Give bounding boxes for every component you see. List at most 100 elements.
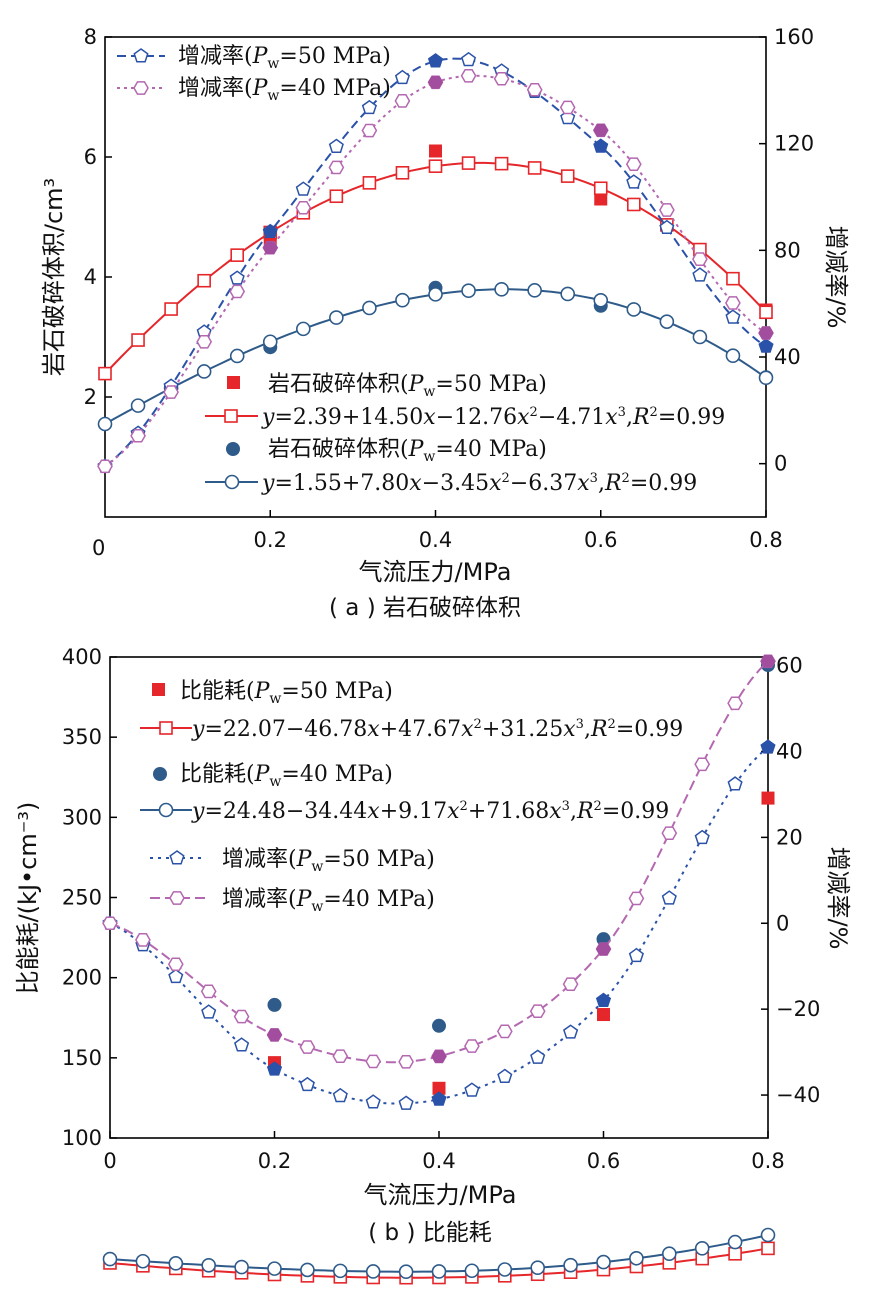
- rate-marker-40: [562, 977, 579, 991]
- rate-marker-40: [526, 82, 543, 97]
- fit-marker-40: [563, 1257, 578, 1273]
- legend-b-rate40: 增减率(Pw=40 MPa): [222, 887, 435, 915]
- fit-marker-40: [395, 292, 410, 308]
- rate-marker-40: [725, 296, 741, 310]
- rate-marker-40: [365, 1054, 382, 1069]
- rate-marker-40: [529, 1004, 546, 1018]
- y-tick-label: 100: [62, 1126, 102, 1150]
- fit-marker-50: [230, 248, 244, 262]
- legend-a-rate40: 增减率(Pw=40 MPa): [178, 76, 391, 104]
- data-point-40: [267, 997, 282, 1012]
- fit-marker-40: [332, 1263, 348, 1279]
- rate-marker-50: [727, 776, 743, 791]
- chart-b-y2label: 增减率/%: [824, 847, 852, 950]
- legend-a-fit40-marker: [224, 474, 240, 490]
- x-tick-label: 0.8: [751, 1149, 784, 1173]
- fit-marker-40: [267, 1261, 282, 1276]
- y-tick-label: 2: [84, 385, 97, 409]
- fit-marker-40: [596, 1254, 611, 1270]
- rate-marker-50: [299, 1076, 315, 1092]
- rate-marker-50: [497, 1068, 513, 1083]
- rate-point-40: [267, 1028, 282, 1042]
- y-tick-label: 350: [62, 725, 102, 749]
- fit-marker-40: [530, 1260, 546, 1275]
- chart-a-legend-top: 增减率(Pw=50 MPa) 增减率(Pw=40 MPa): [117, 44, 391, 104]
- rate-marker-50: [563, 1024, 579, 1039]
- legend-b-se50-marker: [152, 683, 165, 696]
- rate-marker-40: [196, 334, 213, 349]
- rate-marker-50: [464, 1082, 480, 1097]
- legend-marker-rate50: [133, 48, 149, 63]
- fit-marker-50: [461, 156, 476, 170]
- rate-point-40: [758, 326, 774, 340]
- rate-marker-40: [135, 933, 151, 947]
- fit-marker-40: [692, 329, 708, 345]
- rate-point-50: [267, 1061, 282, 1076]
- data-point-50: [761, 791, 775, 805]
- legend-b-se40: 比能耗(Pw=40 MPa): [180, 762, 393, 790]
- rate-point-50: [428, 53, 443, 68]
- rate-marker-50: [234, 1037, 250, 1052]
- rate-point-50: [431, 1091, 447, 1106]
- fit-marker-40: [229, 348, 245, 364]
- fit-marker-40: [593, 292, 609, 308]
- rate-marker-50: [295, 181, 311, 196]
- legend-a-rate50-pre: 增减率(: [178, 44, 253, 69]
- rate-marker-40: [295, 200, 312, 215]
- fit-marker-50: [626, 197, 641, 212]
- rate-marker-40: [167, 957, 184, 972]
- rate-marker-40: [394, 94, 411, 108]
- rate-marker-50: [530, 1049, 546, 1064]
- rate-marker-40: [328, 160, 345, 175]
- y-tick-label: 250: [62, 886, 102, 910]
- rate-marker-40: [361, 123, 378, 138]
- y-tick-label: 300: [62, 805, 102, 829]
- chart-a-y2label: 增减率/%: [822, 226, 850, 329]
- fit-marker-40: [135, 1253, 151, 1269]
- fit-marker-40: [626, 302, 642, 317]
- chart-a-ylabel: 岩石破碎体积/cm³: [40, 178, 68, 376]
- rate-marker-50: [201, 1004, 217, 1019]
- legend-a-rate40-sym: P: [252, 76, 269, 101]
- chart-b-marks: [102, 654, 776, 1285]
- rate-point-40: [593, 123, 609, 137]
- y2-tick-label: 120: [774, 132, 814, 156]
- legend-a-rate40-rest: =40 MPa): [279, 76, 390, 101]
- rate-marker-50: [229, 270, 245, 285]
- y2-tick-label: 40: [776, 739, 803, 763]
- rate-point-40: [428, 75, 443, 89]
- y-tick-label: 400: [62, 645, 102, 669]
- rate-marker-50: [398, 1095, 414, 1110]
- data-point-50: [432, 1081, 446, 1095]
- y2-tick-label: −20: [776, 997, 820, 1021]
- fit-marker-40: [461, 283, 476, 299]
- fit-marker-40: [398, 1264, 414, 1279]
- y-tick-label: 4: [84, 265, 97, 289]
- y2-tick-label: −40: [776, 1083, 820, 1107]
- legend-b-fit40-marker: [158, 802, 174, 818]
- rate-marker-40: [496, 1024, 513, 1039]
- rate-marker-50: [628, 947, 644, 963]
- fit-marker-40: [196, 364, 212, 379]
- legend-b-fit50: y=22.07−46.78x+47.67x2+31.25x3,R2=0.99: [191, 717, 683, 742]
- fit-marker-40: [431, 1264, 447, 1279]
- fit-line-40: [104, 288, 767, 425]
- y2-tick-label: 80: [774, 238, 801, 262]
- rate-marker-40: [332, 1049, 349, 1064]
- rate-marker-50: [725, 309, 741, 324]
- rate-point-50: [596, 993, 611, 1007]
- fit-marker-50: [164, 302, 178, 316]
- legend-b-fit40: y=24.48−34.44x+9.17x2+71.68x3,R2=0.99: [191, 799, 669, 824]
- rate-marker-40: [233, 1009, 250, 1024]
- rate-marker-40: [460, 68, 477, 83]
- fit-marker-40: [725, 348, 741, 363]
- y2-tick-label: 20: [776, 825, 803, 849]
- rate-marker-40: [97, 459, 113, 474]
- rate-marker-40: [692, 252, 708, 266]
- x-tick-label: 0.4: [422, 1149, 455, 1173]
- rate-marker-50: [168, 968, 184, 984]
- rate-marker-40: [559, 100, 576, 115]
- fit-marker-40: [694, 1241, 710, 1256]
